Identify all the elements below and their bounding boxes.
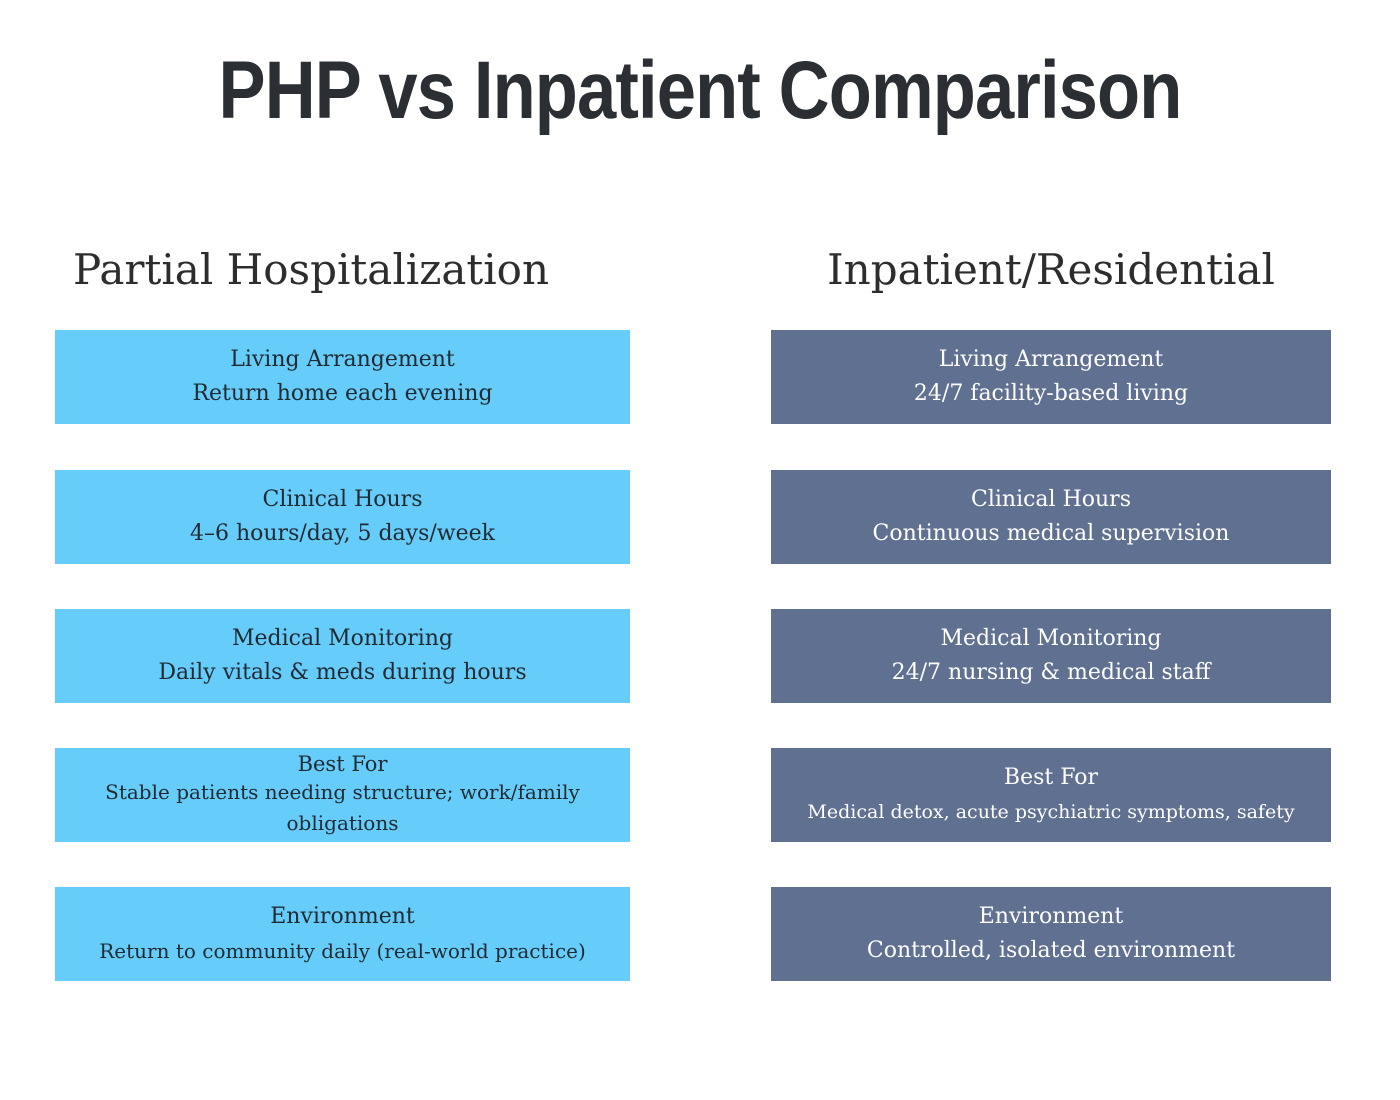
php-clinical-hours-card: Clinical Hours 4–6 hours/day, 5 days/wee… xyxy=(55,470,630,564)
page-title: PHP vs Inpatient Comparison xyxy=(218,45,1183,136)
php-best-for-card: Best For Stable patients needing structu… xyxy=(55,748,630,842)
card-label: Living Arrangement xyxy=(230,347,455,372)
php-living-arrangement-card: Living Arrangement Return home each even… xyxy=(55,330,630,424)
card-value: Continuous medical supervision xyxy=(872,521,1230,546)
card-label: Clinical Hours xyxy=(262,487,423,512)
inpatient-column-heading: Inpatient/Residential xyxy=(827,245,1275,294)
card-value: Daily vitals & meds during hours xyxy=(158,660,527,685)
php-column: Partial Hospitalization Living Arrangeme… xyxy=(55,240,630,981)
card-value: 4–6 hours/day, 5 days/week xyxy=(189,521,495,546)
card-label: Medical Monitoring xyxy=(232,626,453,651)
card-label: Living Arrangement xyxy=(938,347,1164,372)
card-label: Best For xyxy=(297,752,388,776)
card-value: 24/7 nursing & medical staff xyxy=(891,660,1211,685)
card-value: Medical detox, acute psychiatric symptom… xyxy=(807,801,1295,823)
card-label: Best For xyxy=(1003,765,1099,790)
card-value: Controlled, isolated environment xyxy=(866,938,1236,963)
card-value: Return to community daily (real-world pr… xyxy=(99,939,586,963)
inpatient-clinical-hours-card: Clinical Hours Continuous medical superv… xyxy=(771,470,1331,564)
php-environment-card: Environment Return to community daily (r… xyxy=(55,887,630,981)
inpatient-column: Inpatient/Residential Living Arrangement… xyxy=(771,240,1331,981)
php-column-heading: Partial Hospitalization xyxy=(73,245,550,294)
card-value: 24/7 facility-based living xyxy=(913,381,1189,406)
php-medical-monitoring-card: Medical Monitoring Daily vitals & meds d… xyxy=(55,609,630,703)
inpatient-medical-monitoring-card: Medical Monitoring 24/7 nursing & medica… xyxy=(771,609,1331,703)
card-value: Return home each evening xyxy=(192,381,493,406)
card-label: Environment xyxy=(978,904,1124,929)
inpatient-environment-card: Environment Controlled, isolated environ… xyxy=(771,887,1331,981)
card-value: Stable patients needing structure; work/… xyxy=(105,780,580,835)
card-label: Clinical Hours xyxy=(971,487,1131,512)
card-label: Medical Monitoring xyxy=(940,626,1162,651)
card-label: Environment xyxy=(270,904,415,929)
inpatient-living-arrangement-card: Living Arrangement 24/7 facility-based l… xyxy=(771,330,1331,424)
inpatient-best-for-card: Best For Medical detox, acute psychiatri… xyxy=(771,748,1331,842)
